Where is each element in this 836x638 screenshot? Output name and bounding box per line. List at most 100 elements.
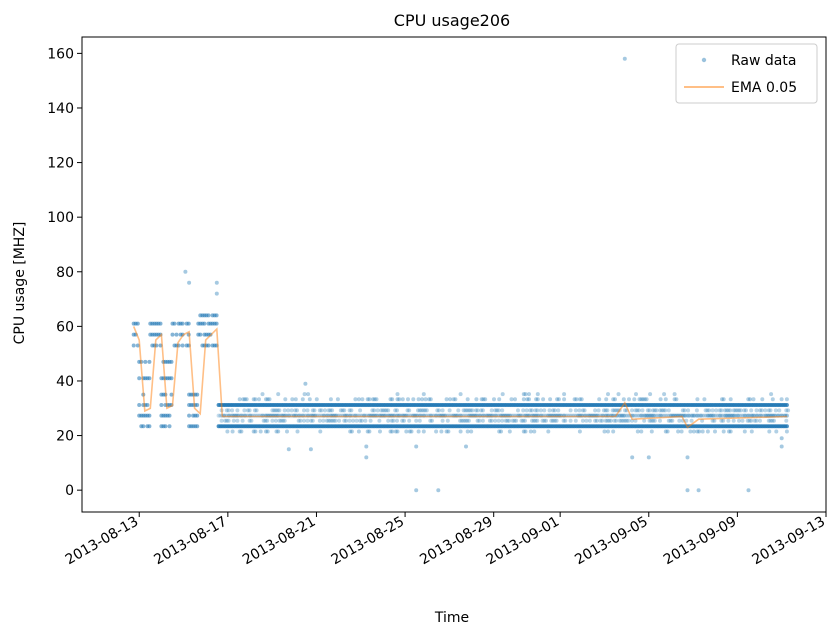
raw-data-point: [510, 418, 515, 423]
raw-data-point: [330, 408, 335, 413]
raw-data-point: [379, 408, 384, 413]
raw-data-point: [458, 429, 463, 434]
raw-data-point: [275, 408, 280, 413]
raw-data-point: [784, 397, 789, 402]
raw-data-point: [147, 359, 152, 364]
raw-data-point: [198, 332, 203, 337]
raw-data-point: [521, 397, 526, 402]
raw-data-point: [758, 408, 762, 413]
raw-data-point: [655, 413, 660, 418]
raw-data-point: [623, 408, 627, 413]
raw-data-point: [477, 418, 482, 423]
raw-data-point: [464, 444, 468, 449]
raw-data-point: [749, 408, 754, 413]
raw-data-point: [668, 418, 673, 423]
raw-data-point: [690, 413, 695, 418]
plot-frame: [81, 36, 827, 513]
raw-data-point: [349, 429, 354, 434]
raw-data-point: [603, 408, 608, 413]
x-tick-label: 2013-08-13: [63, 514, 141, 569]
raw-data-point: [167, 424, 172, 429]
raw-data-point: [437, 408, 441, 413]
raw-data-point: [548, 397, 553, 402]
raw-data-point: [521, 392, 526, 397]
raw-data-point: [624, 418, 629, 423]
raw-data-point: [784, 418, 789, 423]
raw-data-point: [326, 408, 331, 413]
raw-data-point: [465, 429, 470, 434]
raw-data-point: [767, 429, 772, 434]
raw-data-point: [533, 408, 538, 413]
raw-data-point: [726, 408, 731, 413]
raw-data-point: [390, 397, 395, 402]
raw-data-point: [174, 332, 179, 337]
raw-data-point: [397, 397, 402, 402]
raw-data-point: [627, 397, 631, 402]
raw-data-point: [572, 397, 577, 402]
raw-data-point: [617, 418, 622, 423]
raw-data-point: [494, 408, 499, 413]
raw-data-point: [249, 418, 254, 423]
raw-data-point: [421, 392, 426, 397]
raw-data-point: [393, 408, 398, 413]
raw-data-point: [493, 418, 498, 423]
raw-data-point: [295, 429, 300, 434]
raw-data-point: [507, 418, 512, 423]
raw-data-point: [261, 418, 266, 423]
raw-data-point: [463, 408, 468, 413]
y-tick-label: 160: [47, 46, 74, 62]
raw-data-point: [723, 413, 728, 418]
raw-data-point: [644, 413, 649, 418]
raw-data-point: [601, 408, 606, 413]
raw-data-point: [604, 397, 609, 402]
raw-data-point: [705, 429, 710, 434]
raw-data-point: [500, 392, 505, 397]
raw-data-point: [202, 321, 207, 326]
raw-data-point: [461, 408, 466, 413]
x-axis: 2013-08-13 2013-08-17 2013-08-21 2013-08-25…: [63, 512, 828, 568]
raw-data-point: [779, 444, 784, 449]
raw-data-point: [746, 413, 751, 418]
raw-data-point: [470, 408, 475, 413]
raw-data-point: [330, 418, 335, 423]
raw-data-point: [440, 418, 445, 423]
raw-data-point: [698, 413, 703, 418]
raw-data-point: [763, 408, 768, 413]
raw-data-point: [733, 408, 738, 413]
y-tick-label: 60: [56, 319, 74, 335]
raw-data-point: [779, 436, 784, 441]
raw-data-point: [523, 418, 527, 423]
raw-data-point: [169, 376, 174, 381]
raw-data-point: [338, 408, 343, 413]
raw-data-point: [225, 429, 230, 434]
raw-data-point: [382, 408, 387, 413]
raw-data-point: [573, 408, 578, 413]
raw-data-point: [359, 418, 364, 423]
raw-data-point: [446, 429, 451, 434]
raw-data-point: [663, 408, 668, 413]
raw-data-point: [428, 418, 433, 423]
raw-data-point: [661, 408, 666, 413]
raw-data-point: [465, 418, 470, 423]
raw-data-point: [587, 418, 592, 423]
raw-data-point: [779, 397, 784, 402]
raw-data-point: [195, 403, 200, 407]
raw-data-point: [514, 418, 519, 423]
raw-data-point: [686, 408, 691, 413]
raw-data-point: [724, 408, 729, 413]
raw-data-point: [610, 408, 615, 413]
raw-data-point: [607, 418, 612, 423]
raw-data-point: [691, 413, 696, 418]
raw-data-point: [274, 429, 279, 434]
raw-data-point: [414, 418, 419, 423]
raw-data-point: [237, 397, 242, 402]
raw-data-point: [435, 408, 440, 413]
raw-data-point: [395, 418, 399, 423]
raw-data-point: [577, 397, 582, 402]
raw-data-point: [744, 408, 748, 413]
raw-data-point: [465, 397, 470, 402]
raw-data-point: [727, 413, 731, 418]
raw-data-point: [693, 413, 698, 418]
raw-data-point: [167, 413, 172, 418]
raw-data-point: [141, 424, 146, 429]
